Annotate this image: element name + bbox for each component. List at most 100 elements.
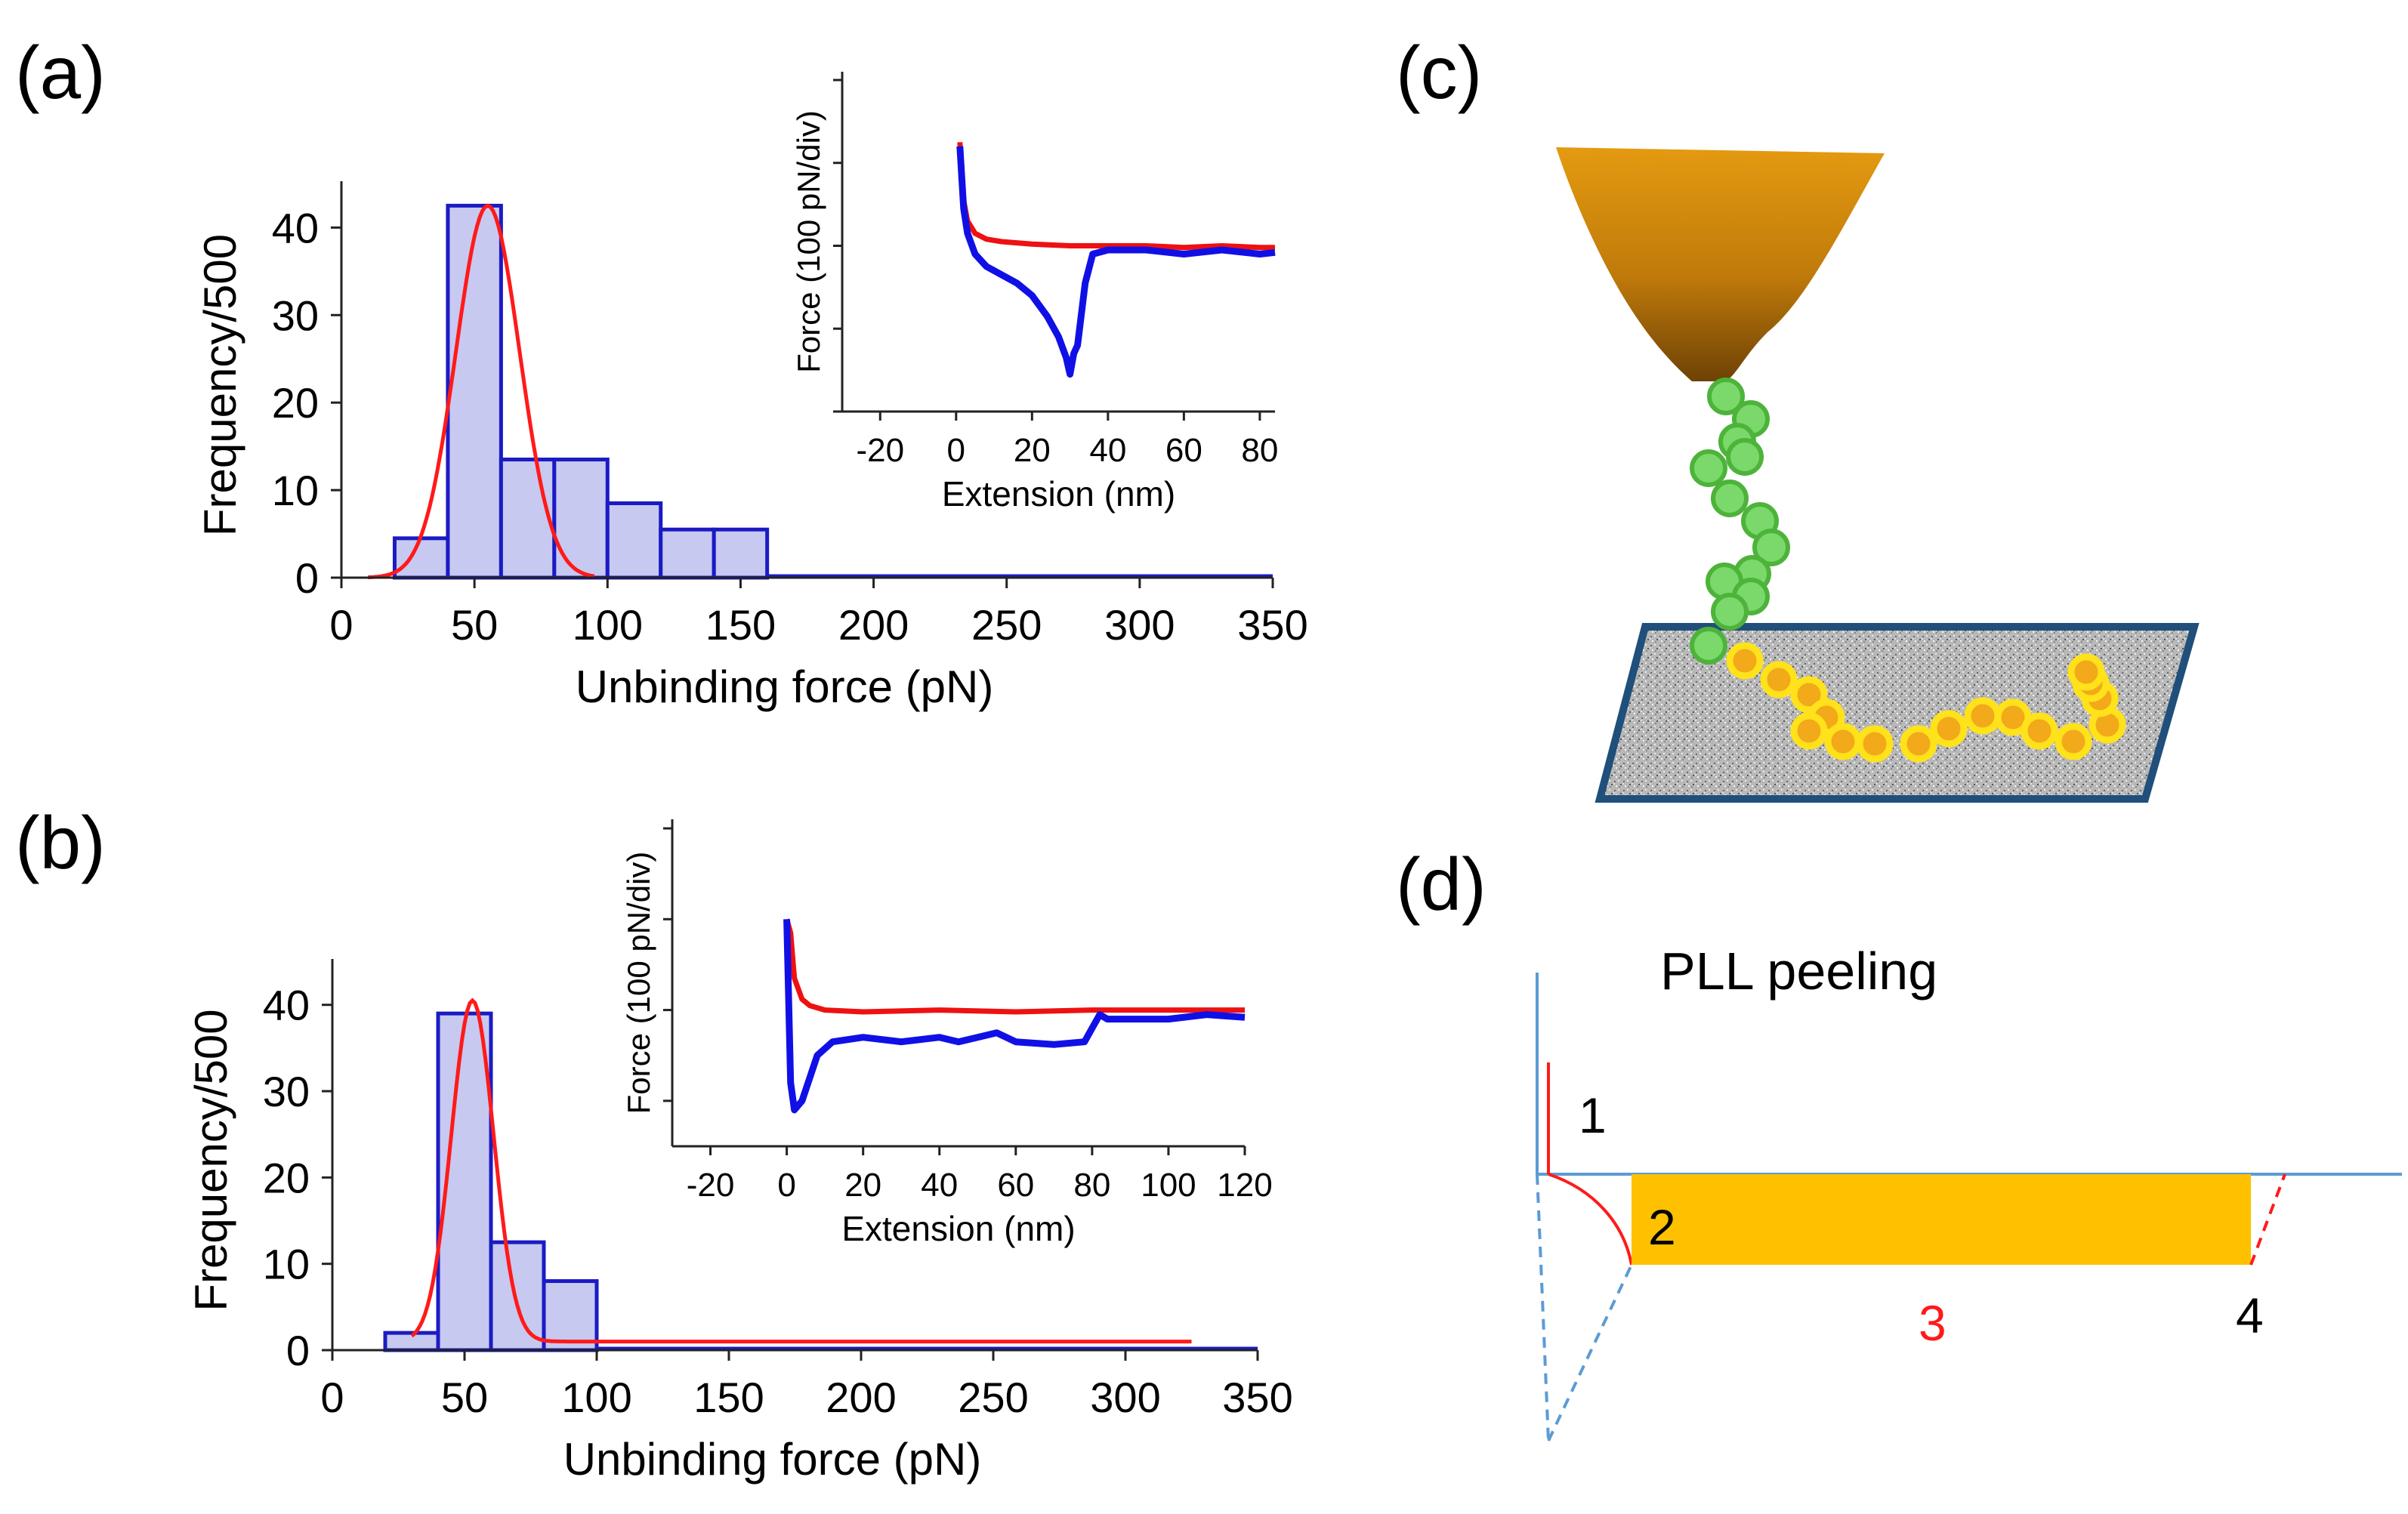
dashed-vertical — [1536, 1173, 1550, 1442]
force-trace-approach — [957, 142, 1275, 251]
x-axis-label: Unbinding force (pN) — [576, 661, 994, 712]
pll-bead-yellow — [1900, 725, 1937, 763]
force-trace-retract — [783, 919, 1246, 1114]
x-tick-label: 0 — [329, 601, 353, 649]
x-tick-label: 150 — [705, 601, 776, 649]
panel-label-d: (d) — [1396, 843, 1486, 926]
y-tick-label: 20 — [272, 379, 319, 427]
gaussian-fit-line — [410, 998, 1192, 1344]
y-tick-label: 30 — [272, 291, 319, 339]
y-tick-label: 10 — [263, 1241, 310, 1288]
pll-bead-yellow — [1856, 725, 1894, 763]
x-axis-label: Unbinding force (pN) — [563, 1434, 982, 1485]
inset-x-tick-label: 80 — [1073, 1167, 1110, 1204]
inset-x-tick-label: 0 — [947, 432, 965, 469]
y-tick-label: 30 — [263, 1068, 310, 1115]
afm-schematic — [1556, 147, 2200, 803]
histogram-bar — [446, 203, 503, 580]
force-trace-retract — [956, 146, 1276, 378]
inset-y-axis-label: Force (100 pN/div) — [621, 852, 656, 1115]
pll-bead-green — [1690, 449, 1727, 487]
pll-bead-yellow — [1760, 661, 1798, 698]
inset-x-tick-label: -20 — [856, 432, 904, 469]
inset-x-axis-label: Extension (nm) — [942, 474, 1175, 513]
inset-x-tick-label: 40 — [1089, 432, 1126, 469]
pll-chain-stretched — [1690, 378, 1790, 664]
y-tick-label: 40 — [272, 204, 319, 251]
inset-x-tick-label: 120 — [1217, 1167, 1272, 1204]
histogram-bar — [499, 458, 557, 580]
pll-bead-green — [1690, 627, 1727, 664]
inset-force-curve-a: -20 0 20 40 60 80 Extension (nm) Force (100 pN/… — [791, 72, 1278, 513]
pll-bead-yellow — [1930, 710, 1968, 748]
pll-bead-yellow — [2067, 653, 2105, 691]
pll-bead-yellow — [1790, 712, 1828, 750]
inset-x-axis-label: Extension (nm) — [841, 1209, 1075, 1248]
y-tick-label: 0 — [286, 1327, 310, 1374]
force-trace-approach — [784, 918, 1245, 1015]
x-tick-label: 250 — [971, 601, 1042, 649]
y-tick-label: 10 — [272, 467, 319, 514]
pll-bead-yellow — [2055, 723, 2092, 760]
histogram-bar — [712, 527, 770, 580]
panel-label-b: (b) — [15, 801, 106, 884]
panel-label-a: (a) — [15, 31, 106, 114]
region-label-1: 1 — [1579, 1087, 1607, 1143]
y-tick-label: 20 — [263, 1154, 310, 1201]
x-tick-label: 250 — [958, 1374, 1028, 1421]
y-tick-label: 40 — [263, 982, 310, 1029]
histogram-bar — [605, 501, 663, 580]
inset-x-tick-label: 20 — [844, 1167, 881, 1204]
pll-chain-adsorbed — [1726, 642, 2126, 763]
inset-force-curve-b: -20 0 20 40 60 80 100 120 Extension (nm) Force (1… — [621, 819, 1273, 1248]
x-tick-label: 200 — [826, 1374, 896, 1421]
histogram-bar — [489, 1240, 546, 1352]
inset-x-tick-label: -20 — [687, 1167, 735, 1204]
inset-x-tick-label: 80 — [1241, 432, 1278, 469]
x-tick-label: 100 — [561, 1374, 631, 1421]
histogram-bar — [552, 458, 610, 580]
x-tick-label: 0 — [320, 1374, 344, 1421]
panel-label-c: (c) — [1396, 31, 1482, 114]
pll-bead-green — [1711, 593, 1749, 631]
x-tick-label: 350 — [1222, 1374, 1292, 1421]
histogram-bar — [542, 1279, 599, 1352]
histogram-bar — [659, 527, 716, 580]
peeling-schematic: PLL peeling 1 2 3 4 — [1536, 942, 2402, 1442]
inset-x-tick-label: 60 — [1165, 432, 1202, 469]
afm-tip-icon — [1556, 147, 1885, 381]
plateau-region — [1632, 1174, 2251, 1265]
y-tick-label: 0 — [295, 554, 319, 602]
region-label-3: 3 — [1919, 1295, 1946, 1351]
region-label-2: 2 — [1648, 1199, 1676, 1255]
inset-x-tick-label: 100 — [1141, 1167, 1196, 1204]
pll-bead-green — [1711, 479, 1749, 517]
pll-bead-yellow — [1964, 697, 2002, 735]
pll-bead-yellow — [1726, 642, 1764, 680]
x-tick-label: 300 — [1104, 601, 1175, 649]
histogram-a: 0 50 100 150 200 250 300 350010203040Unbinding … — [195, 181, 1308, 712]
inset-x-tick-label: 20 — [1014, 432, 1051, 469]
inset-x-tick-label: 60 — [997, 1167, 1034, 1204]
region-label-4: 4 — [2236, 1287, 2264, 1343]
x-tick-label: 100 — [573, 601, 643, 649]
pll-bead-green — [1726, 438, 1764, 476]
pll-bead-yellow — [2021, 712, 2058, 750]
dashed-slope — [1547, 1264, 1633, 1442]
x-tick-label: 50 — [451, 601, 498, 649]
inset-y-axis-label: Force (100 pN/div) — [791, 110, 826, 373]
histogram-b: 0 50 100 150 200 250 300 350010203040Unbinding … — [186, 959, 1293, 1485]
y-axis-label: Frequency/500 — [186, 1009, 236, 1311]
peeling-title: PLL peeling — [1660, 942, 1937, 1001]
x-tick-label: 300 — [1090, 1374, 1160, 1421]
x-tick-label: 50 — [441, 1374, 488, 1421]
inset-x-tick-label: 0 — [777, 1167, 795, 1204]
detach-line — [2249, 1173, 2286, 1266]
x-tick-label: 150 — [693, 1374, 764, 1421]
pll-bead-green — [1752, 529, 1790, 566]
pll-bead-yellow — [1824, 723, 1862, 760]
x-tick-label: 350 — [1237, 601, 1307, 649]
adhesion-curve — [1548, 1173, 1633, 1266]
histogram-bar — [392, 536, 450, 580]
